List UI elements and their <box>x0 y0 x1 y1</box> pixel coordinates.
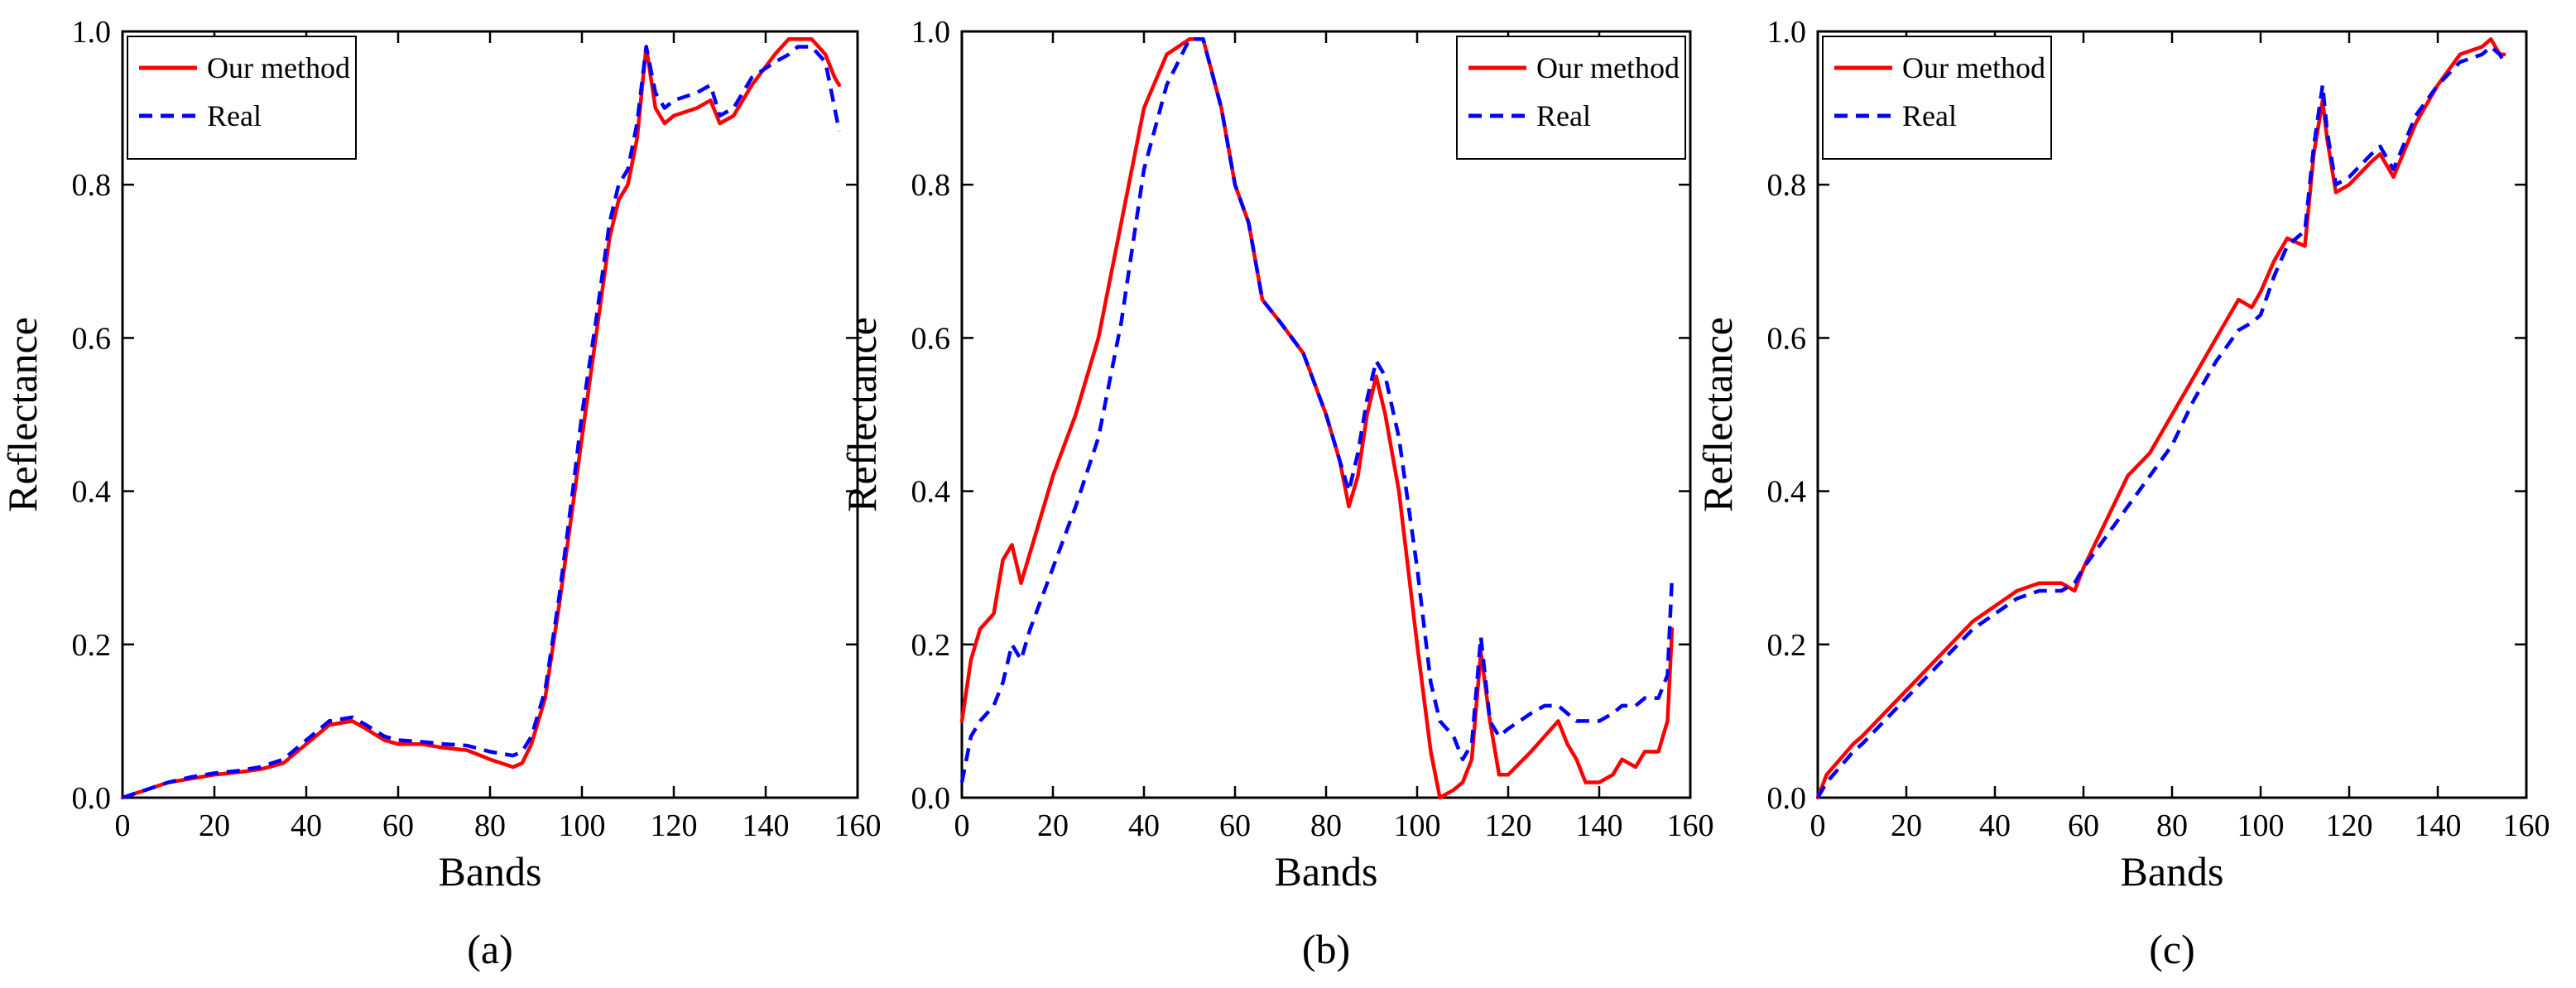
y-axis-title: Reflectance <box>0 317 46 512</box>
y-tick-label: 0.0 <box>1767 781 1807 816</box>
series-line-our-method <box>1815 37 2506 800</box>
x-tick-label: 80 <box>474 808 506 843</box>
x-tick-label: 0 <box>954 808 970 843</box>
y-tick-label: 0.6 <box>911 321 951 356</box>
x-axis-title: Bands <box>1275 848 1378 894</box>
chart-b: 0 20 40 60 80 100 120 140 160 0.0 0.2 0.4 0.6 0.8 1.0… <box>839 15 1714 972</box>
chart-c: 0 20 40 60 80 100 120 140 160 0.0 0.2 0.4 0.6 0.8 1.0… <box>1694 15 2550 972</box>
y-tick-label: 0.2 <box>1767 628 1807 663</box>
y-tick-label: 0.4 <box>1767 475 1807 510</box>
x-tick-label: 160 <box>1667 808 1714 843</box>
chart-a: 0 20 40 60 80 100 120 140 160 0.0 0.2 0.4 0.6 0.8 1.0… <box>0 15 882 972</box>
x-tick-label: 120 <box>651 808 698 843</box>
x-tick-label: 160 <box>2503 808 2550 843</box>
series-line-real <box>122 45 842 800</box>
x-tick-labels: 0 20 40 60 80 100 120 140 160 <box>1810 808 2550 843</box>
x-tick-label: 80 <box>1310 808 1342 843</box>
series-line-our-method <box>959 37 1675 800</box>
y-tick-label: 0.6 <box>1767 321 1807 356</box>
y-tick-labels: 0.0 0.2 0.4 0.6 0.8 1.0 <box>1767 15 1807 816</box>
y-tick-label: 0.4 <box>911 475 951 510</box>
x-tick-label: 20 <box>1037 808 1069 843</box>
legend-label-real: Real <box>1902 99 1957 132</box>
y-tick-label: 0.2 <box>911 628 951 663</box>
legend-label-our-method: Our method <box>207 51 350 84</box>
y-tick-label: 0.0 <box>911 781 951 816</box>
data-lines <box>120 37 842 800</box>
y-tick-labels: 0.0 0.2 0.4 0.6 0.8 1.0 <box>72 15 112 816</box>
y-tick-label: 0.2 <box>72 628 112 663</box>
legend-box <box>127 36 357 160</box>
x-axis-title: Bands <box>2121 848 2224 894</box>
x-tick-label: 40 <box>1979 808 2011 843</box>
x-tick-label: 60 <box>382 808 414 843</box>
legend-label-our-method: Our method <box>1902 51 2045 84</box>
x-tick-label: 0 <box>115 808 131 843</box>
x-tick-label: 140 <box>1576 808 1623 843</box>
legend: Our method Real <box>1456 36 1686 160</box>
panel-caption: (a) <box>467 926 513 972</box>
series-line-real <box>959 37 1675 783</box>
legend-label-real: Real <box>207 99 262 132</box>
y-tick-label: 1.0 <box>911 15 951 50</box>
y-tick-label: 1.0 <box>1767 15 1807 50</box>
x-tick-label: 100 <box>2237 808 2285 843</box>
axis-ticks <box>960 30 1692 799</box>
x-tick-label: 120 <box>1485 808 1532 843</box>
y-tick-label: 0.0 <box>72 781 112 816</box>
x-tick-label: 40 <box>1128 808 1160 843</box>
x-tick-label: 20 <box>1891 808 1922 843</box>
legend-box <box>1456 36 1686 160</box>
y-tick-label: 0.8 <box>1767 168 1807 203</box>
data-lines <box>1815 37 2506 800</box>
panel-caption: (c) <box>2149 926 2195 972</box>
x-tick-label: 40 <box>291 808 322 843</box>
x-tick-labels: 0 20 40 60 80 100 120 140 160 <box>115 808 882 843</box>
y-tick-label: 1.0 <box>72 15 112 50</box>
x-tick-label: 140 <box>743 808 790 843</box>
x-tick-label: 60 <box>2068 808 2099 843</box>
y-tick-label: 0.6 <box>72 321 112 356</box>
x-axis-title: Bands <box>439 848 542 894</box>
x-tick-label: 140 <box>2415 808 2462 843</box>
x-tick-label: 20 <box>199 808 230 843</box>
y-tick-label: 0.8 <box>911 168 951 203</box>
y-tick-label: 0.4 <box>72 475 112 510</box>
panel-caption: (b) <box>1302 926 1350 972</box>
axis-ticks <box>1816 30 2528 799</box>
x-tick-label: 60 <box>1219 808 1251 843</box>
y-tick-labels: 0.0 0.2 0.4 0.6 0.8 1.0 <box>911 15 951 816</box>
legend-label-our-method: Our method <box>1536 51 1680 84</box>
legend-label-real: Real <box>1536 99 1591 132</box>
x-tick-label: 100 <box>1394 808 1441 843</box>
x-tick-label: 80 <box>2156 808 2188 843</box>
y-axis-title: Reflectance <box>839 317 885 512</box>
legend: Our method Real <box>127 36 357 160</box>
legend-box <box>1822 36 2052 160</box>
x-tick-label: 100 <box>559 808 606 843</box>
data-lines <box>959 37 1675 800</box>
y-axis-title: Reflectance <box>1694 317 1741 512</box>
x-tick-label: 160 <box>834 808 882 843</box>
x-tick-label: 120 <box>2326 808 2373 843</box>
series-line-real <box>1816 45 2506 799</box>
legend: Our method Real <box>1822 36 2052 160</box>
y-tick-label: 0.8 <box>72 168 112 203</box>
x-tick-label: 0 <box>1810 808 1826 843</box>
x-tick-labels: 0 20 40 60 80 100 120 140 160 <box>954 808 1714 843</box>
